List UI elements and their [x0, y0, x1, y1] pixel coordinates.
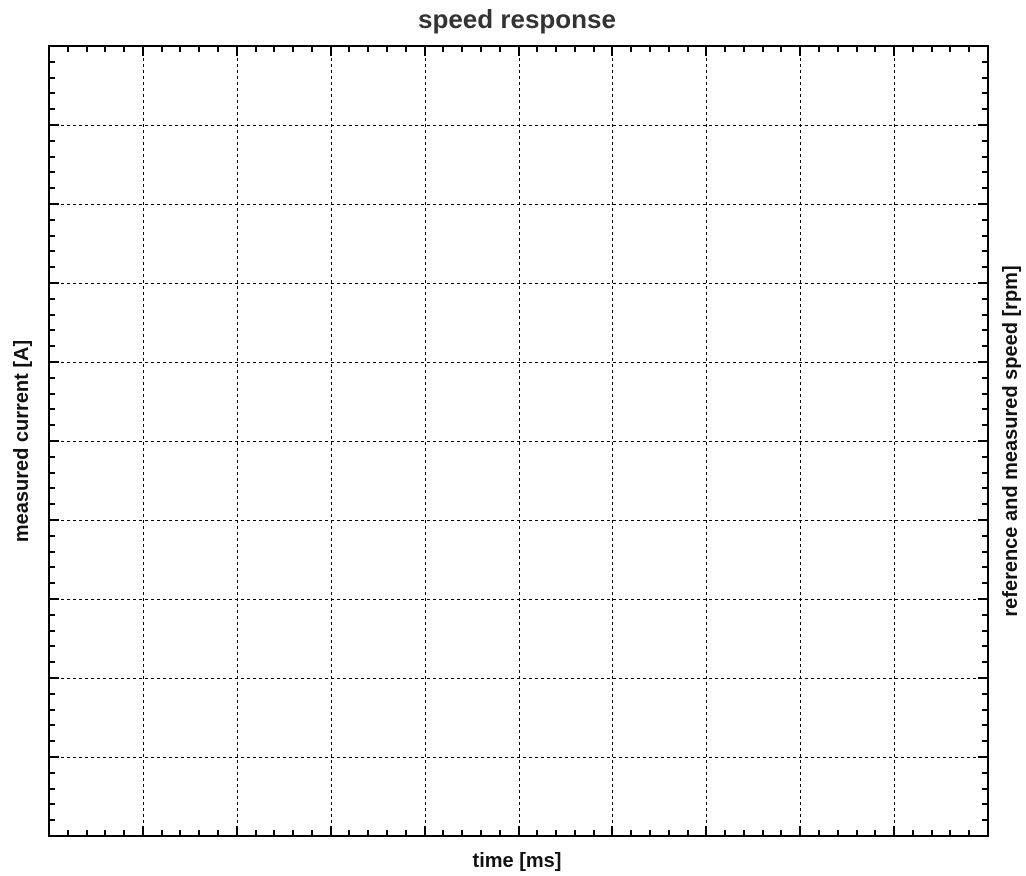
grid-lines [49, 46, 988, 836]
plot-area-frame [48, 45, 989, 837]
y-axis-label: measured current [A] [11, 340, 33, 542]
x-axis-label: time [ms] [473, 850, 562, 872]
chart-title: speed response [418, 4, 616, 34]
y2-axis-label: reference and measured speed [rpm] [1000, 265, 1022, 616]
